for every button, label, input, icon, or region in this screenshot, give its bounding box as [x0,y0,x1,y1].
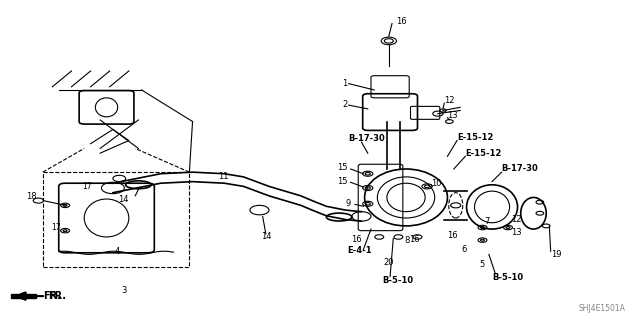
Text: B-17-30: B-17-30 [502,165,538,174]
Text: 19: 19 [550,250,561,259]
Text: 5: 5 [479,260,484,269]
Text: 14: 14 [261,233,272,241]
Text: B-5-10: B-5-10 [383,276,413,285]
Text: 13: 13 [447,111,458,120]
Text: 16: 16 [396,18,407,26]
Text: 15: 15 [337,177,348,186]
Text: 17: 17 [83,182,92,191]
Text: SHJ4E1501A: SHJ4E1501A [579,304,626,313]
Text: 4: 4 [115,247,120,256]
Text: E-15-12: E-15-12 [465,149,502,158]
Text: 17: 17 [51,223,60,232]
Text: B-17-30: B-17-30 [349,134,385,144]
Text: 7: 7 [484,217,490,226]
Text: 15: 15 [337,163,348,172]
Text: 14: 14 [118,195,129,204]
Text: 11: 11 [218,172,228,182]
Text: B-5-10: B-5-10 [492,273,523,282]
Text: 6: 6 [461,245,467,254]
Text: 20: 20 [384,258,394,267]
Text: 2: 2 [342,100,348,109]
Text: 16: 16 [409,235,420,244]
Text: 18: 18 [26,192,36,201]
Text: 16: 16 [447,231,458,240]
Text: 8: 8 [404,236,410,245]
Text: FR.: FR. [48,291,66,301]
Text: 3: 3 [122,286,127,295]
Polygon shape [11,294,36,298]
Text: 10: 10 [431,179,442,188]
Text: FR.: FR. [43,291,61,301]
Text: 16: 16 [351,235,362,244]
Text: 1: 1 [342,79,348,88]
Text: 9: 9 [346,199,351,208]
Text: E-15-12: E-15-12 [457,133,493,142]
Text: E-4-1: E-4-1 [347,246,371,255]
Text: 12: 12 [511,215,522,224]
Text: 13: 13 [511,228,522,237]
Text: 12: 12 [444,97,455,106]
